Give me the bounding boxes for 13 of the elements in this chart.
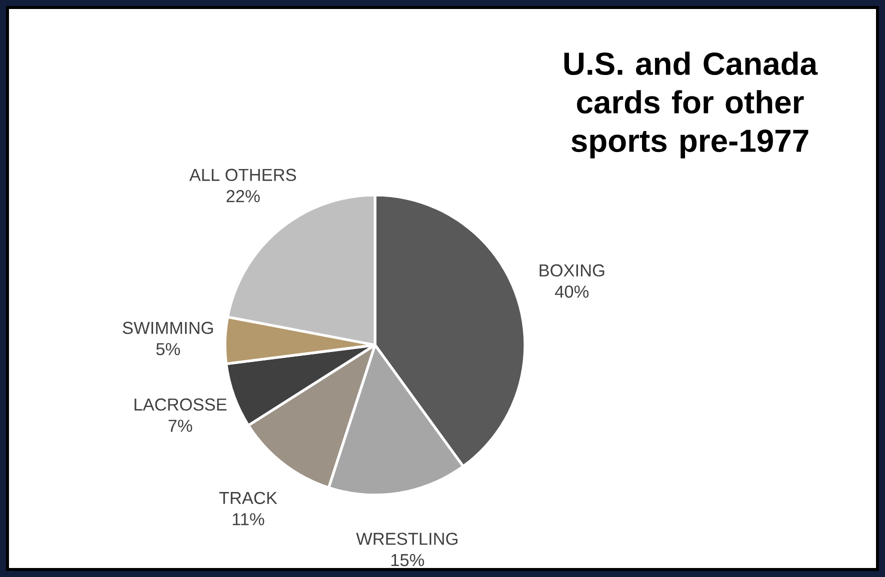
slice-label: BOXING: [540, 264, 604, 277]
data-label: 11%: [232, 513, 264, 526]
data-label: 7%: [168, 420, 192, 432]
slice-label: LACROSSE: [134, 398, 227, 411]
slice-label: TRACK: [219, 492, 278, 504]
data-label: 5%: [156, 343, 180, 356]
data-label: 40%: [554, 286, 589, 298]
slice-label: ALL OTHERS: [189, 168, 296, 182]
data-label: 15%: [391, 554, 424, 566]
text: U.S. and Canada cards for other sports pre-1977: [564, 52, 818, 158]
slice-label: WRESTLING: [356, 532, 458, 545]
slice-label: SWIMMING: [122, 322, 213, 334]
data-label: 22%: [226, 190, 260, 202]
